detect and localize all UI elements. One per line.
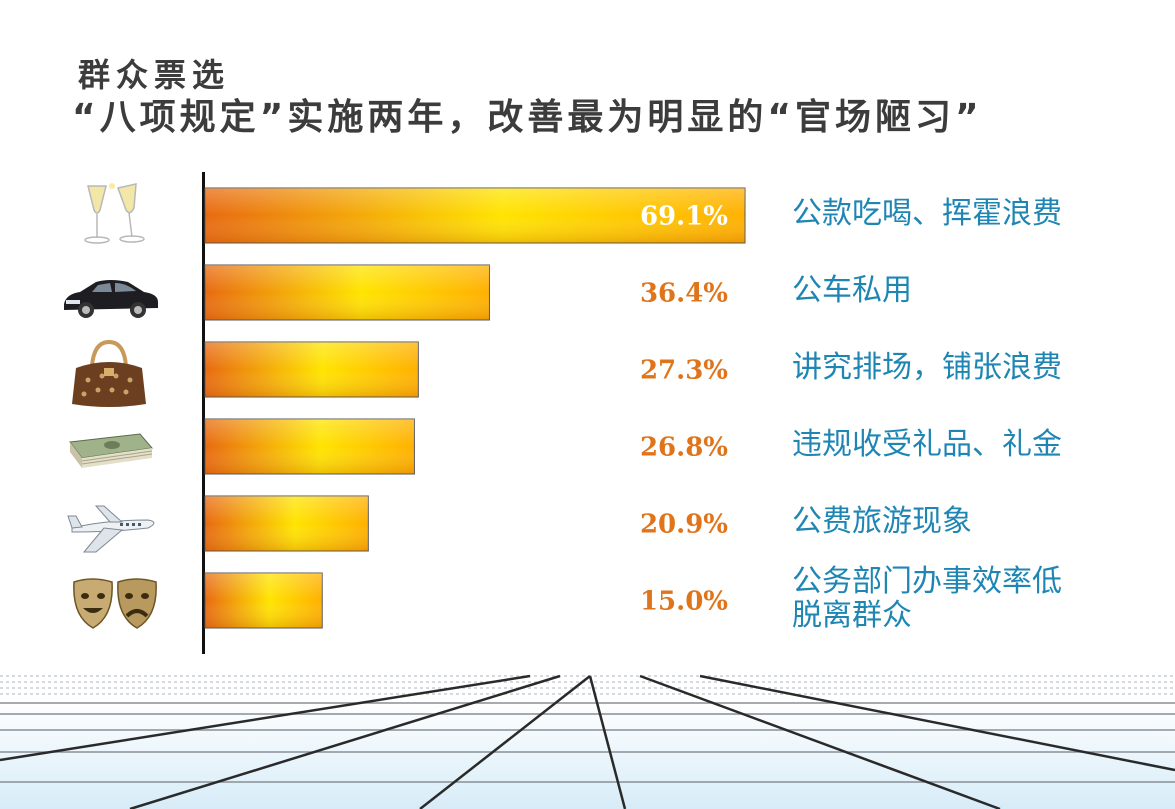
airplane-icon <box>67 505 155 553</box>
value-label-4: 20.9% <box>640 510 728 540</box>
value-label-1: 36.4% <box>640 279 728 309</box>
theater-masks-icon <box>73 578 157 629</box>
money-stack-icon <box>69 433 153 468</box>
bar-shade-4 <box>205 496 369 551</box>
bar-shade-0 <box>205 188 745 243</box>
bar-shade-2 <box>205 342 419 397</box>
category-label-3: 违规收受礼品、礼金 <box>792 426 1062 462</box>
category-label-4: 公费旅游现象 <box>792 503 972 539</box>
value-label-2: 27.3% <box>640 356 728 386</box>
bar-shade-3 <box>205 419 415 474</box>
champagne-glasses-icon <box>84 183 145 244</box>
value-label-3: 26.8% <box>640 433 728 463</box>
category-label-0: 公款吃喝、挥霍浪费 <box>792 195 1062 231</box>
category-label-2: 讲究排场，铺张浪费 <box>792 349 1062 385</box>
title-line-1: 群众票选 <box>78 56 231 94</box>
bar-shade-1 <box>205 265 490 320</box>
y-axis-line <box>202 172 205 654</box>
value-label-5: 15.0% <box>640 587 728 617</box>
handbag-icon <box>72 339 146 407</box>
car-icon <box>64 280 158 318</box>
chart-title: “八项规定”实施两年，改善最为明显的“官场陋习” <box>72 97 983 138</box>
category-label-5: 公务部门办事效率低 脱离群众 <box>792 563 1062 633</box>
bar-shade-5 <box>205 573 323 628</box>
value-label-0: 69.1% <box>640 202 728 232</box>
category-label-1: 公车私用 <box>792 272 912 308</box>
